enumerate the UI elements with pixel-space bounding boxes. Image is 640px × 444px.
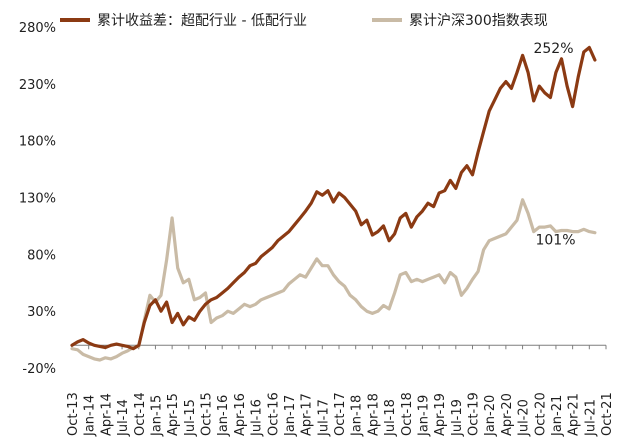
- x-tick-label: Jan-14: [83, 395, 98, 437]
- x-axis: Oct-13 Jan-14 Apr-14 Jul-14 Oct-14 Jan-15 Apr-…: [66, 344, 615, 437]
- x-tick-label: Apr-20: [500, 393, 515, 436]
- x-tick-label: Jul-15: [183, 399, 198, 437]
- x-tick-label: Apr-17: [300, 393, 315, 436]
- y-tick-label: 30%: [27, 305, 56, 320]
- y-tick-label: 280%: [19, 21, 56, 36]
- annotation-label: 252%: [533, 41, 573, 57]
- y-tick-label: 130%: [19, 192, 56, 207]
- x-tick-label: Jul-17: [316, 399, 331, 437]
- x-tick-label: Oct-15: [200, 392, 215, 436]
- x-tick-label: Jul-16: [250, 399, 265, 437]
- x-tick-label: Apr-14: [99, 393, 114, 436]
- x-tick-label: Oct-21: [600, 392, 615, 436]
- x-tick-label: Jan-15: [149, 395, 164, 437]
- y-tick-label: -20%: [22, 362, 56, 377]
- series-line-csi300: [70, 198, 597, 362]
- x-tick-label: Jul-19: [450, 399, 465, 437]
- x-tick-label: Apr-15: [166, 393, 181, 436]
- x-tick-label: Jan-17: [283, 395, 298, 437]
- series-layer: [70, 45, 597, 362]
- x-tick-label: Apr-19: [433, 393, 448, 436]
- legend-label-csi300: 累计沪深300指数表现: [409, 13, 548, 29]
- x-tick-label: Oct-13: [66, 392, 81, 436]
- x-tick-label: Jul-14: [116, 399, 131, 437]
- x-tick-label: Apr-21: [567, 393, 582, 436]
- x-tick-label: Oct-14: [133, 392, 148, 436]
- legend: 累计收益差：超配行业 - 低配行业 累计沪深300指数表现: [60, 13, 548, 29]
- x-tick-label: Apr-16: [233, 393, 248, 436]
- x-tick-label: Jan-19: [416, 395, 431, 437]
- series-line-excess-return: [70, 45, 597, 351]
- x-tick-label: Oct-18: [400, 392, 415, 436]
- x-tick-label: Jan-20: [483, 395, 498, 437]
- y-tick-label: 230%: [19, 78, 56, 93]
- x-tick-label: Jan-16: [216, 395, 231, 437]
- annotation-layer: 252% 101%: [533, 41, 575, 249]
- x-tick-label: Jan-18: [350, 395, 365, 437]
- x-tick-label: Oct-20: [533, 392, 548, 436]
- annotation-label: 101%: [535, 232, 575, 248]
- x-tick-label: Apr-18: [366, 393, 381, 436]
- x-tick-label: Oct-19: [467, 392, 482, 436]
- legend-label-excess-return: 累计收益差：超配行业 - 低配行业: [97, 13, 307, 29]
- y-axis: -20% 30% 80% 130% 180% 230% 280%: [19, 21, 56, 377]
- x-tick-label: Oct-16: [266, 392, 281, 436]
- y-tick-label: 180%: [19, 135, 56, 150]
- x-tick-label: Oct-17: [333, 392, 348, 436]
- x-tick-label: Jul-21: [583, 399, 598, 437]
- y-tick-label: 80%: [27, 248, 56, 263]
- x-tick-label: Jul-20: [517, 399, 532, 437]
- x-tick-label: Jul-18: [383, 399, 398, 437]
- x-tick-label: Jan-21: [550, 395, 565, 437]
